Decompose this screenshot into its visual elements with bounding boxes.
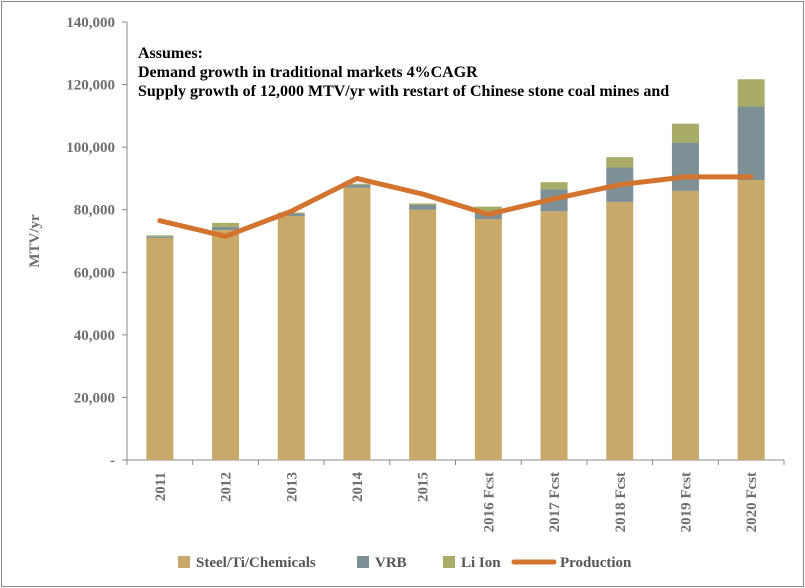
bar-steel-ti-chemicals-9 xyxy=(737,179,765,460)
legend-label-vrb: VRB xyxy=(375,555,407,571)
x-tick-label-3: 2014 xyxy=(350,472,366,503)
y-tick-label-3: 60,000 xyxy=(74,265,115,281)
production-point-6 xyxy=(553,198,555,200)
legend-label-production: Production xyxy=(560,555,632,571)
y-tick-label-1: 20,000 xyxy=(74,390,115,406)
x-tick-label-6: 2017 Fcst xyxy=(547,472,563,532)
annotation-line-2: Supply growth of 12,000 MTV/yr with rest… xyxy=(138,83,669,100)
production-point-5 xyxy=(487,213,489,215)
x-tick-label-5: 2016 Fcst xyxy=(481,472,497,532)
legend-swatch-li-ion xyxy=(443,556,455,568)
bar-vrb-8 xyxy=(671,142,699,191)
bar-steel-ti-chemicals-8 xyxy=(671,190,699,460)
production-line xyxy=(157,174,754,239)
y-tick-label-7: 140,000 xyxy=(66,15,115,31)
production-point-4 xyxy=(422,193,424,195)
y-tick-label-2: 40,000 xyxy=(74,328,115,344)
bar-steel-ti-chemicals-3 xyxy=(343,187,371,461)
annotation-line-0: Assumes: xyxy=(138,45,203,62)
x-tick-label-2: 2013 xyxy=(284,472,300,502)
y-tick-label-0: - xyxy=(110,453,115,469)
bar-li-ion-9 xyxy=(737,79,765,107)
bar-steel-ti-chemicals-1 xyxy=(212,230,240,460)
production-point-8 xyxy=(684,176,686,178)
annotation-line-1: Demand growth in traditional markets 4%C… xyxy=(138,64,478,81)
legend-label-steel-ti-chemicals: Steel/Ti/Chemicals xyxy=(196,555,316,571)
bar-li-ion-8 xyxy=(671,123,699,143)
legend-swatch-steel-ti-chemicals xyxy=(178,556,190,568)
bar-steel-ti-chemicals-5 xyxy=(474,219,502,460)
production-point-7 xyxy=(619,184,621,186)
bar-vrb-3 xyxy=(343,184,371,188)
x-tick-label-4: 2015 xyxy=(416,472,432,502)
bar-steel-ti-chemicals-6 xyxy=(540,211,568,460)
bar-vrb-0 xyxy=(146,236,174,238)
bar-li-ion-5 xyxy=(474,206,502,212)
y-tick-label-4: 80,000 xyxy=(74,203,115,219)
x-tick-label-9: 2020 Fcst xyxy=(744,472,760,532)
bar-li-ion-1 xyxy=(212,222,240,227)
x-tick-label-0: 2011 xyxy=(153,472,169,501)
x-tick-label-7: 2018 Fcst xyxy=(613,472,629,532)
bar-steel-ti-chemicals-7 xyxy=(606,201,634,460)
production-point-1 xyxy=(225,235,227,237)
bar-steel-ti-chemicals-2 xyxy=(277,215,305,460)
production-point-0 xyxy=(159,220,161,222)
production-point-9 xyxy=(750,176,752,178)
bar-vrb-1 xyxy=(212,226,240,231)
production-point-3 xyxy=(356,177,358,179)
legend-label-li-ion: Li Ion xyxy=(461,555,501,571)
bar-li-ion-7 xyxy=(606,157,634,168)
bar-steel-ti-chemicals-4 xyxy=(409,209,437,460)
bar-vrb-2 xyxy=(277,213,305,216)
bar-steel-ti-chemicals-0 xyxy=(146,237,174,460)
bar-li-ion-3 xyxy=(343,183,371,185)
production-point-2 xyxy=(290,210,292,212)
bar-vrb-9 xyxy=(737,106,765,180)
y-tick-label-5: 100,000 xyxy=(66,140,115,156)
bar-li-ion-4 xyxy=(409,203,437,206)
bar-li-ion-6 xyxy=(540,182,568,190)
x-tick-label-1: 2012 xyxy=(219,472,235,502)
legend-swatch-vrb xyxy=(357,556,369,568)
y-axis-label: MTV/yr xyxy=(27,214,43,268)
bar-vrb-4 xyxy=(409,205,437,210)
bar-li-ion-0 xyxy=(146,235,174,237)
x-tick-label-8: 2019 Fcst xyxy=(678,472,694,532)
y-tick-label-6: 120,000 xyxy=(66,78,115,94)
